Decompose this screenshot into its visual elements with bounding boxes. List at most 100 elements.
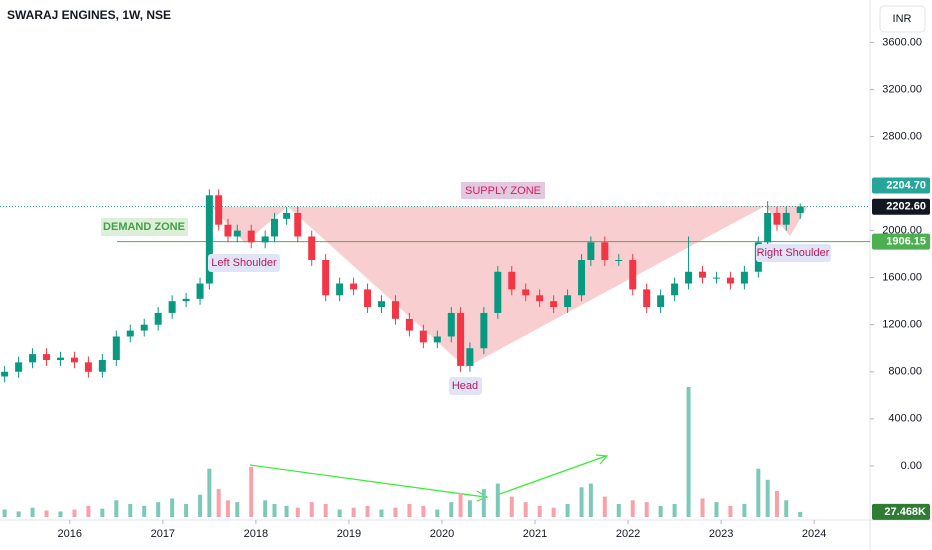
right-shoulder-label: Right Shoulder bbox=[757, 247, 830, 259]
annotation-box bbox=[101, 218, 188, 236]
volume-bar bbox=[537, 505, 542, 517]
volume-bar bbox=[588, 483, 593, 517]
volume-bar bbox=[263, 500, 268, 517]
annotation-box bbox=[461, 182, 545, 199]
annotation-box bbox=[756, 244, 831, 262]
candle-body bbox=[764, 212, 772, 243]
volume-bar bbox=[551, 507, 556, 517]
volume-bar bbox=[284, 505, 289, 517]
candle-body bbox=[391, 301, 399, 319]
candle-body bbox=[196, 283, 204, 299]
x-tick-label: 2020 bbox=[430, 528, 454, 540]
candle-body bbox=[457, 312, 465, 366]
volume-bar bbox=[156, 502, 161, 517]
x-tick-label: 2017 bbox=[151, 528, 175, 540]
supply-zone-label: SUPPLY ZONE bbox=[465, 185, 541, 197]
annotation-box bbox=[208, 254, 280, 272]
chart-title: SWARAJ ENGINES, 1W, NSE bbox=[7, 8, 171, 22]
candle-body bbox=[615, 260, 623, 261]
candle-body bbox=[283, 212, 291, 219]
demand-zone-label: DEMAND ZONE bbox=[103, 221, 185, 233]
support-badge bbox=[872, 233, 930, 250]
candle-body bbox=[508, 271, 516, 290]
volume-bar bbox=[658, 505, 663, 517]
volume-bar bbox=[565, 504, 570, 517]
candle-body bbox=[1, 371, 9, 377]
resistance-badge bbox=[872, 177, 930, 194]
volume-bar bbox=[774, 491, 779, 517]
candle-body bbox=[182, 298, 190, 302]
y-tick-label: 1200.00 bbox=[882, 319, 922, 331]
volume-bar bbox=[216, 489, 221, 517]
candle-body bbox=[740, 271, 748, 284]
candle-body bbox=[685, 271, 693, 284]
volume-bar bbox=[100, 508, 105, 517]
x-tick-label: 2023 bbox=[709, 528, 733, 540]
volume-bar bbox=[630, 500, 635, 517]
candle-body bbox=[336, 283, 344, 296]
shoulder-triangle bbox=[212, 207, 287, 243]
volume-bar bbox=[170, 498, 175, 517]
volume-bar bbox=[672, 504, 677, 517]
volume-bar bbox=[249, 466, 254, 517]
volume-bar bbox=[644, 502, 649, 517]
candle-body bbox=[112, 336, 120, 360]
resistance-badge-label: 2204.70 bbox=[886, 179, 926, 191]
volume-bar bbox=[16, 511, 21, 517]
volume-bar bbox=[184, 504, 189, 517]
candle-body bbox=[294, 212, 302, 237]
volume-bar bbox=[579, 487, 584, 517]
volume-bar bbox=[686, 387, 691, 517]
x-tick-label: 2018 bbox=[244, 528, 268, 540]
volume-bar bbox=[30, 507, 35, 517]
volume-bar bbox=[700, 498, 705, 517]
volume-bar bbox=[44, 510, 49, 517]
candle-body bbox=[419, 330, 427, 343]
volume-bar bbox=[207, 468, 212, 517]
volume-bar bbox=[58, 511, 63, 517]
volume-bar bbox=[225, 500, 230, 517]
candle-body bbox=[247, 230, 255, 243]
volume-bar bbox=[142, 505, 147, 517]
currency-label[interactable]: INR bbox=[893, 13, 912, 25]
volume-bar bbox=[198, 494, 203, 517]
y-tick-label: 2800.00 bbox=[882, 130, 922, 142]
candle-body bbox=[796, 206, 804, 213]
candle-body bbox=[43, 354, 51, 360]
candle-body bbox=[205, 195, 213, 284]
candle-body bbox=[578, 260, 586, 296]
volume-bar bbox=[128, 504, 133, 517]
x-tick-label: 2024 bbox=[802, 528, 826, 540]
candle-body bbox=[480, 312, 488, 349]
volume-bar bbox=[379, 509, 384, 517]
candle-body bbox=[215, 195, 223, 225]
volume-bar bbox=[272, 504, 277, 517]
arrow-head bbox=[595, 454, 609, 465]
volume-bar bbox=[323, 504, 328, 517]
candle-body bbox=[377, 301, 385, 308]
candle-body bbox=[494, 271, 502, 313]
volume-bar bbox=[742, 504, 747, 517]
volume-bar bbox=[765, 479, 770, 517]
candle-body bbox=[15, 362, 23, 372]
candle-body bbox=[601, 242, 609, 260]
volume-bar bbox=[309, 502, 314, 517]
candle-body bbox=[564, 295, 572, 308]
volume-bar bbox=[449, 502, 454, 517]
candle-body bbox=[322, 260, 330, 296]
candle-body bbox=[587, 242, 595, 260]
trend-arrow bbox=[496, 455, 607, 496]
volume-bar bbox=[784, 500, 789, 517]
x-tick-label: 2021 bbox=[523, 528, 547, 540]
candle-body bbox=[350, 283, 358, 290]
candle-body bbox=[29, 354, 37, 363]
candle-body bbox=[405, 318, 413, 331]
candle-body bbox=[782, 212, 790, 225]
currency-button[interactable] bbox=[879, 5, 926, 33]
volume-bar bbox=[365, 505, 370, 517]
last-volume-badge bbox=[872, 503, 930, 520]
y-tick-label: 1600.00 bbox=[882, 272, 922, 284]
candle-body bbox=[447, 312, 455, 337]
volume-bar bbox=[407, 504, 412, 517]
